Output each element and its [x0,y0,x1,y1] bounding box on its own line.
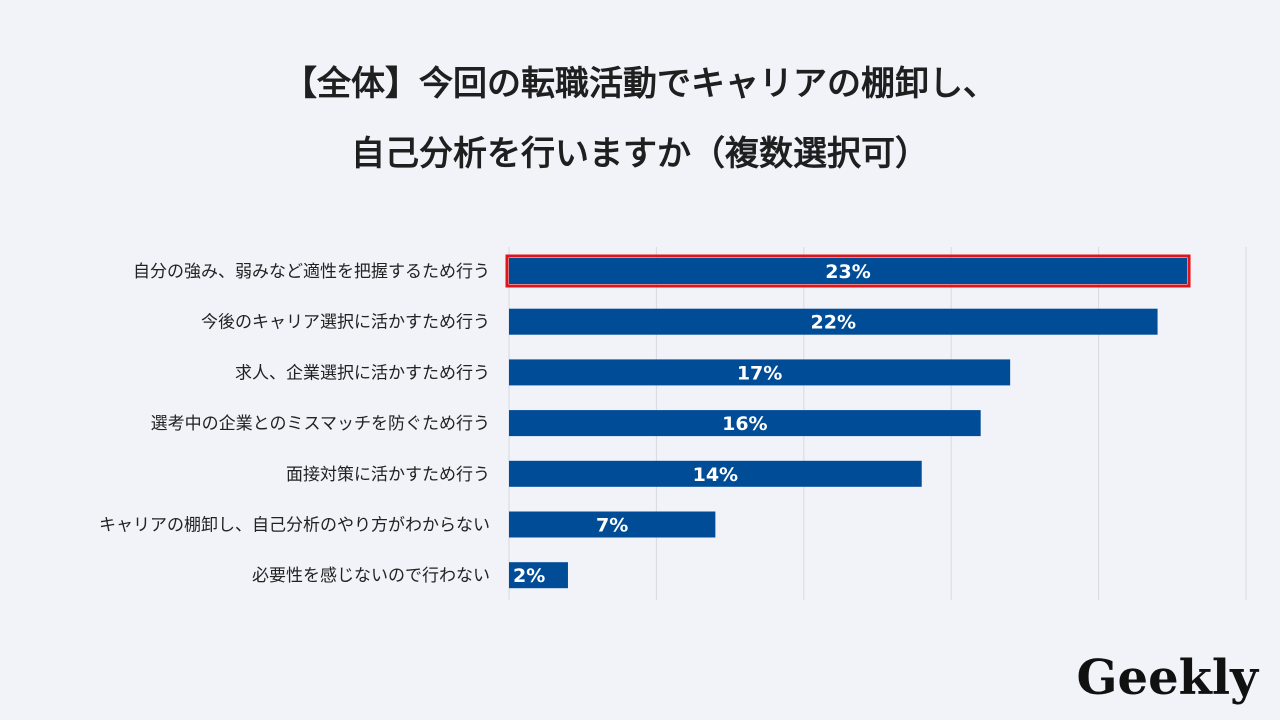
category-label: 必要性を感じないので行わない [252,566,490,586]
geekly-logo: Geekly [1076,650,1258,706]
data-label: 14% [693,464,738,486]
bar [509,359,1011,386]
category-label: 今後のキャリア選択に活かすため行う [201,313,490,333]
chart-title-line-2: 自己分析を行いますか（複数選択可） [351,134,929,174]
highlight-outline [505,254,1191,288]
data-label: 7% [596,515,628,537]
data-label: 23% [825,261,870,283]
category-label: 面接対策に活かすため行う [286,465,490,485]
bar [509,410,981,437]
bar [509,460,922,487]
data-label: 2% [513,565,545,587]
data-label: 16% [722,413,767,435]
category-label: 選考中の企業とのミスマッチを防ぐため行う [151,414,490,434]
category-label: キャリアの棚卸し、自己分析のやり方がわからない [99,516,490,536]
category-label: 自分の強み、弱みなど適性を把握するため行う [133,262,490,282]
bar [509,258,1188,284]
category-label: 求人、企業選択に活かすため行う [235,363,490,383]
chart-title-line-1: 【全体】今回の転職活動でキャリアの棚卸し、 [283,64,997,104]
bar [509,511,716,538]
bar [509,308,1158,335]
bar [509,562,568,589]
data-label: 22% [811,312,856,334]
data-label: 17% [737,362,782,384]
